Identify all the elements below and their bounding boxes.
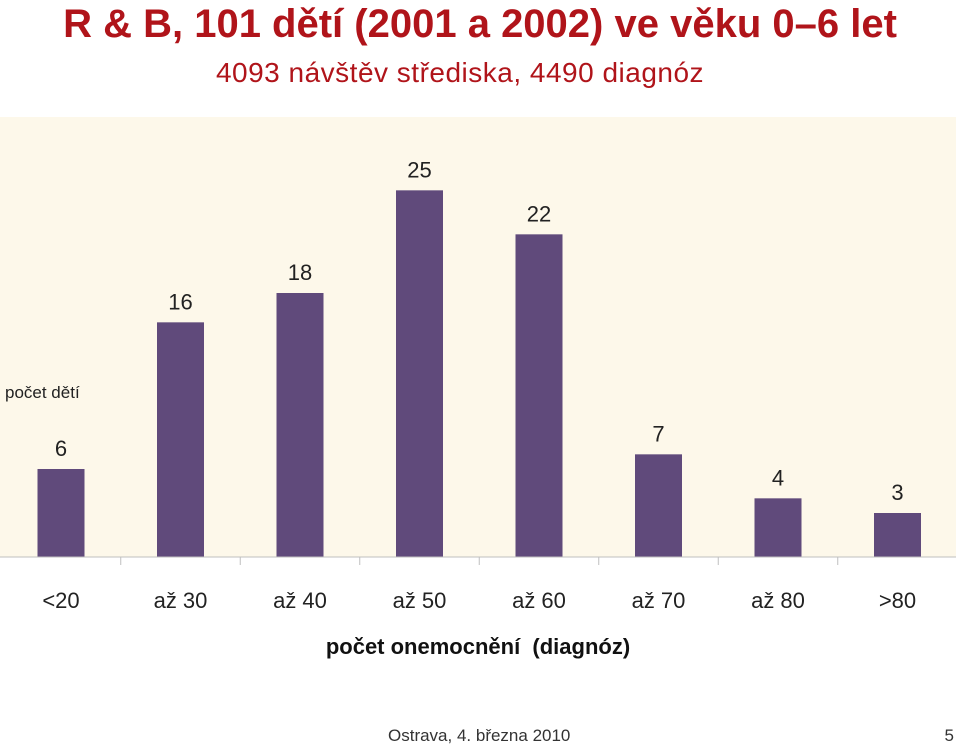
x-axis-label: počet onemocnění (diagnóz) bbox=[326, 634, 630, 659]
value-label-0: 6 bbox=[55, 436, 67, 461]
bar-chart: 6 16 18 25 22 7 4 3 <20 až 30 až 40 až 50 až 60 až 7… bbox=[0, 117, 956, 659]
bar-4 bbox=[515, 234, 563, 558]
value-label-4: 22 bbox=[527, 201, 551, 226]
bar-3 bbox=[396, 190, 443, 558]
value-label-2: 18 bbox=[288, 260, 312, 285]
bar-2 bbox=[276, 293, 324, 557]
value-label-3: 25 bbox=[407, 157, 431, 182]
y-axis-label: počet dětí bbox=[5, 383, 80, 402]
value-label-7: 3 bbox=[891, 480, 903, 505]
bar-6 bbox=[754, 498, 802, 557]
category-label-1: až 30 bbox=[154, 588, 208, 613]
bar-0 bbox=[37, 469, 85, 557]
value-label-1: 16 bbox=[168, 289, 192, 314]
bar-7 bbox=[874, 513, 921, 557]
plot-area bbox=[0, 117, 956, 557]
footer-text: Ostrava, 4. března 2010 bbox=[388, 726, 571, 745]
slide-subtitle: 4093 návštěv střediska, 4490 diagnóz bbox=[215, 57, 705, 88]
slide-title: R & B, 101 dětí (2001 a 2002) ve věku 0–… bbox=[63, 2, 897, 46]
category-label-2: až 40 bbox=[273, 588, 327, 613]
category-label-6: až 80 bbox=[751, 588, 805, 613]
category-label-0: <20 bbox=[42, 588, 79, 613]
value-label-5: 7 bbox=[652, 421, 664, 446]
category-label-7: >80 bbox=[879, 588, 916, 613]
bar-5 bbox=[635, 454, 682, 557]
bar-1 bbox=[157, 322, 204, 557]
category-label-3: až 50 bbox=[393, 588, 447, 613]
category-label-5: až 70 bbox=[632, 588, 686, 613]
category-label-4: až 60 bbox=[512, 588, 566, 613]
page-number: 5 bbox=[944, 726, 954, 745]
value-label-6: 4 bbox=[772, 465, 784, 490]
